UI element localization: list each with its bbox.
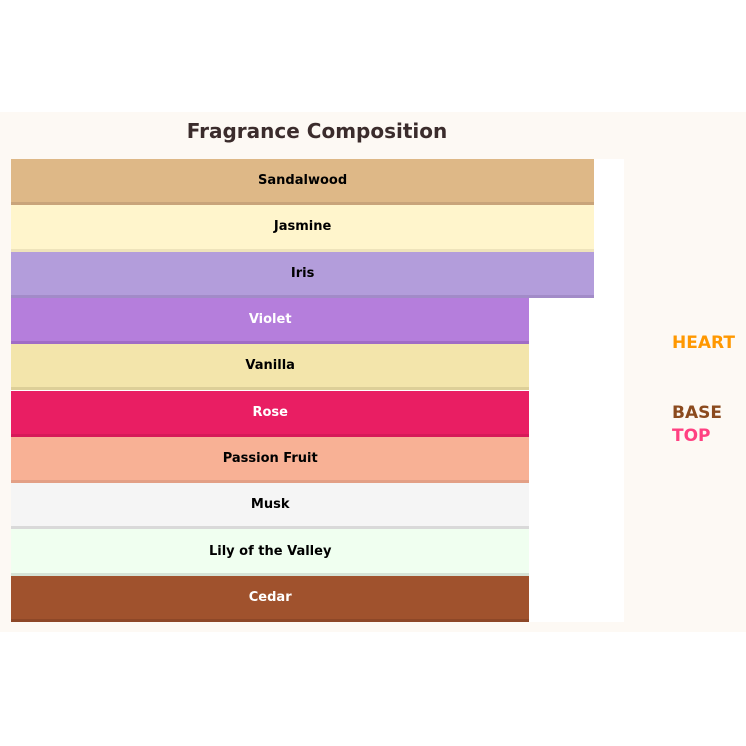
legend-top: TOP	[672, 426, 711, 446]
bar-label: Jasmine	[273, 219, 332, 235]
chart-title: Fragrance Composition	[186, 119, 448, 143]
bar-lily-of-the-valley: Lily of the Valley	[11, 529, 530, 576]
bar-rose: Rose	[11, 390, 530, 437]
bar-label: Iris	[290, 265, 315, 281]
bar-musk: Musk	[11, 483, 530, 530]
bar-label: Musk	[250, 497, 290, 513]
bar-label: Passion Fruit	[222, 450, 318, 466]
bar-jasmine: Jasmine	[11, 205, 595, 252]
legend-heart: HEART	[672, 333, 735, 353]
bar-label: Sandalwood	[258, 173, 348, 189]
bar-iris: Iris	[11, 251, 595, 298]
plot-area: Sandalwood Jasmine Iris Violet Vanilla Rose Pa…	[11, 159, 624, 622]
bar-cedar: Cedar	[11, 575, 530, 622]
bar-label: Vanilla	[245, 358, 295, 374]
legend-base: BASE	[672, 403, 722, 423]
bar-vanilla: Vanilla	[11, 344, 530, 391]
bar-label: Rose	[252, 404, 288, 420]
bar-label: Lily of the Valley	[208, 543, 332, 559]
bar-sandalwood: Sandalwood	[11, 159, 595, 206]
bar-label: Violet	[248, 312, 292, 328]
bar-label: Cedar	[248, 589, 292, 605]
bar-violet: Violet	[11, 297, 530, 345]
bar-passion-fruit: Passion Fruit	[11, 436, 530, 484]
